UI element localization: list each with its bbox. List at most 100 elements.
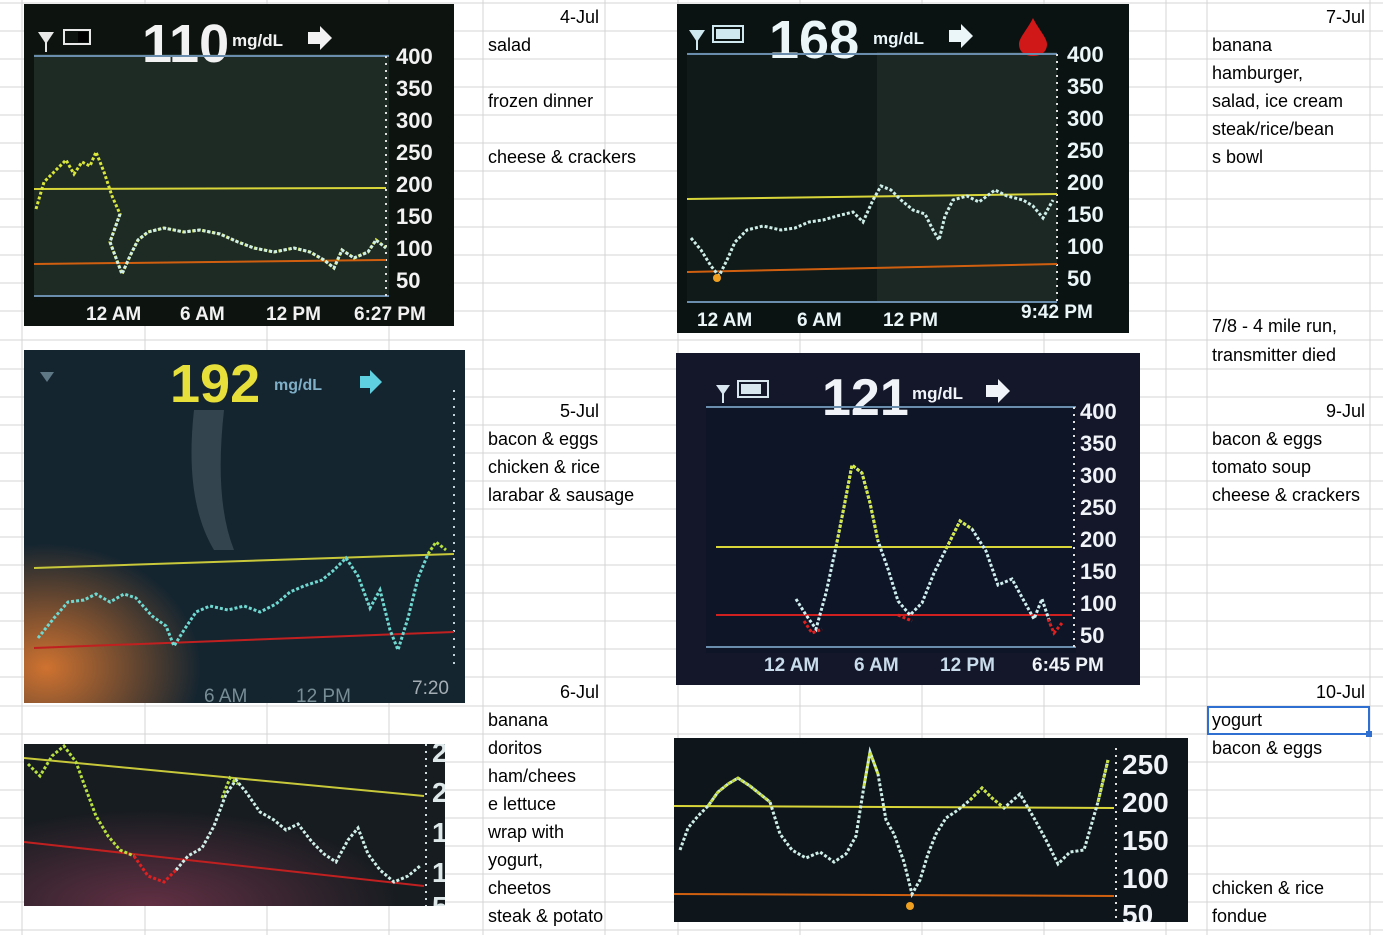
y-tick: 15 <box>432 817 445 848</box>
y-tick: 350 <box>396 76 433 101</box>
fill-handle[interactable] <box>1366 731 1372 737</box>
y-tick: 100 <box>1080 591 1117 616</box>
y-tick: 150 <box>1080 559 1117 584</box>
y-tick: 350 <box>1067 74 1104 99</box>
battery-icon <box>63 29 91 45</box>
meal-cell[interactable]: chicken & rice <box>1212 878 1325 898</box>
meal-cell[interactable]: tomato soup <box>1212 457 1312 477</box>
date-cell-10-jul[interactable]: 10-Jul <box>1315 682 1365 702</box>
x-tick: 12 AM <box>764 655 819 676</box>
unit-label: mg/dL <box>232 31 283 50</box>
battery-icon <box>712 25 744 43</box>
meal-cell[interactable]: bacon & eggs <box>1212 738 1323 758</box>
meal-cell[interactable]: cheese & crackers <box>488 147 637 167</box>
cgm-photo[interactable]: 192 mg/dL 6 AM 12 PM 7:20 <box>24 350 465 703</box>
date-cell-5-jul[interactable]: 5-Jul <box>559 401 599 421</box>
meal-cell[interactable]: chicken & rice <box>488 457 601 477</box>
meal-cell[interactable]: banana <box>488 710 549 730</box>
current-time: 6:27 PM <box>354 304 426 325</box>
y-tick: 25 <box>432 744 445 768</box>
y-tick: 250 <box>1067 138 1104 163</box>
unit-label: mg/dL <box>912 384 963 403</box>
meal-cell[interactable]: ham/chees <box>488 766 577 786</box>
meal-cell[interactable]: steak/rice/bean <box>1212 119 1335 139</box>
x-tick: 12 AM <box>697 310 752 331</box>
glucose-reading: 110 <box>142 14 229 74</box>
x-tick: 6 AM <box>180 304 225 325</box>
y-tick: 400 <box>1067 42 1104 67</box>
selected-cell[interactable] <box>1207 706 1372 737</box>
meal-cell[interactable]: salad, ice cream <box>1212 91 1344 111</box>
meal-cell[interactable]: bacon & eggs <box>488 429 599 449</box>
meal-cell[interactable]: steak & potato <box>488 906 604 926</box>
y-tick: 100 <box>1067 234 1104 259</box>
trend-arrow-icon <box>308 26 332 50</box>
meal-cell[interactable]: salad <box>488 35 532 55</box>
unit-label: mg/dL <box>873 29 924 48</box>
y-tick: 250 <box>396 140 433 165</box>
y-tick: 300 <box>396 108 433 133</box>
date-cell-6-jul[interactable]: 6-Jul <box>559 682 599 702</box>
current-time: 7:20 <box>412 678 449 699</box>
trend-arrow-icon <box>360 370 382 394</box>
note-cell[interactable]: 7/8 - 4 mile run, <box>1212 316 1338 336</box>
y-tick: 100 <box>1122 863 1169 894</box>
cgm-photo[interactable]: 25 20 15 10 5 <box>24 744 445 906</box>
meal-cell[interactable]: yogurt <box>1212 710 1263 730</box>
meal-cell[interactable]: e lettuce <box>488 794 557 814</box>
x-tick: 12 PM <box>883 310 938 331</box>
y-tick: 150 <box>396 204 433 229</box>
meal-cell[interactable]: larabar & sausage <box>488 485 635 505</box>
cgm-photo[interactable]: 250 200 150 100 50 <box>674 738 1188 922</box>
glucose-reading: 121 <box>822 369 909 427</box>
meal-cell[interactable]: cheetos <box>488 878 552 898</box>
x-tick: 6 AM <box>854 655 899 676</box>
y-tick: 200 <box>1067 170 1104 195</box>
x-tick: 12 PM <box>296 686 351 703</box>
date-cell-9-jul[interactable]: 9-Jul <box>1325 401 1365 421</box>
cgm-photo[interactable]: 121 mg/dL 400 350 300 250 200 150 100 50… <box>676 353 1140 685</box>
cgm-photo[interactable]: 168 mg/dL 400 350 300 250 200 150 100 50… <box>677 4 1129 333</box>
y-tick: 50 <box>1067 266 1091 291</box>
y-tick: 350 <box>1080 431 1117 456</box>
date-cell-4-jul[interactable]: 4-Jul <box>559 7 599 27</box>
y-tick: 50 <box>396 268 420 293</box>
current-time: 6:45 PM <box>1032 655 1104 676</box>
y-tick: 100 <box>396 236 433 261</box>
y-tick: 250 <box>1122 749 1169 780</box>
meal-cell[interactable]: hamburger, <box>1212 63 1304 83</box>
y-tick: 200 <box>1122 787 1169 818</box>
y-tick: 250 <box>1080 495 1117 520</box>
trend-arrow-icon <box>986 379 1010 403</box>
y-tick: 300 <box>1080 463 1117 488</box>
x-tick: 12 PM <box>940 655 995 676</box>
trend-arrow-icon <box>949 24 973 48</box>
meal-cell[interactable]: cheese & crackers <box>1212 485 1361 505</box>
date-cell-7-jul[interactable]: 7-Jul <box>1325 7 1365 27</box>
cgm-photo[interactable]: 110 mg/dL 400 350 300 250 200 150 100 50… <box>24 4 454 326</box>
y-tick: 150 <box>1122 825 1169 856</box>
meal-cell[interactable]: doritos <box>488 738 543 758</box>
y-tick: 10 <box>432 857 445 888</box>
meal-cell[interactable]: fondue <box>1212 906 1268 926</box>
meal-cell[interactable]: yogurt, <box>488 850 544 870</box>
meal-cell[interactable]: frozen dinner <box>488 91 594 111</box>
meal-cell[interactable]: bacon & eggs <box>1212 429 1323 449</box>
meal-cell[interactable]: wrap with <box>488 822 565 842</box>
x-tick: 12 AM <box>86 304 141 325</box>
y-tick: 200 <box>396 172 433 197</box>
battery-icon <box>737 380 769 398</box>
y-tick: 400 <box>396 44 433 69</box>
x-tick: 12 PM <box>266 304 321 325</box>
x-tick: 6 AM <box>797 310 842 331</box>
note-cell[interactable]: transmitter died <box>1212 345 1337 365</box>
y-tick: 5 <box>432 891 445 906</box>
y-tick: 200 <box>1080 527 1117 552</box>
meal-cell[interactable]: banana <box>1212 35 1273 55</box>
signal-icon <box>40 372 54 382</box>
glucose-reading: 192 <box>170 354 260 414</box>
signal-icon <box>38 32 54 52</box>
signal-icon <box>716 385 730 403</box>
meal-cell[interactable]: s bowl <box>1212 147 1264 167</box>
unit-label: mg/dL <box>274 377 322 394</box>
